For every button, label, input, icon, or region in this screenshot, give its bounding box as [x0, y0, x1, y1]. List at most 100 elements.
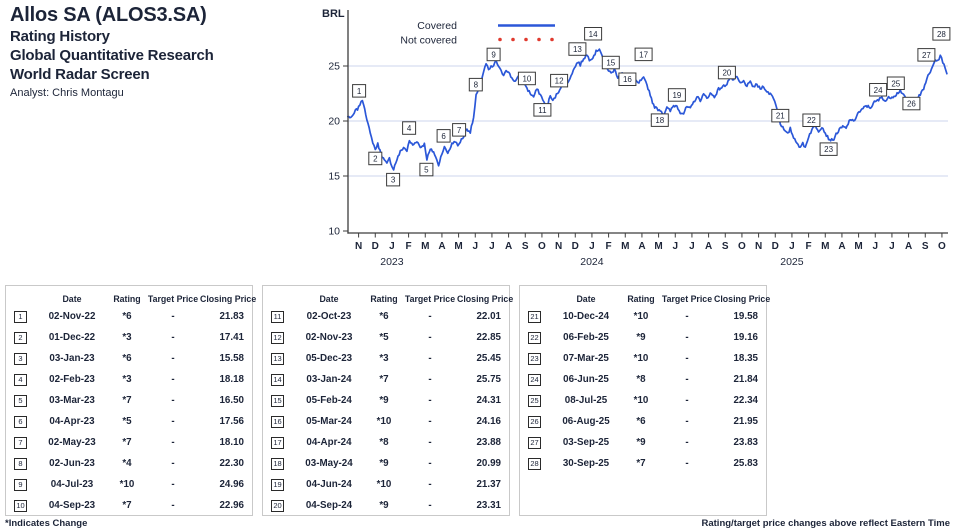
- month-label: A: [905, 241, 912, 252]
- cell-rating: *10: [376, 479, 392, 490]
- event-marker-box-13: [568, 42, 587, 56]
- cell-date: 02-Oct-23: [306, 311, 352, 322]
- event-marker-number-24: 24: [874, 86, 883, 95]
- event-marker-number-21: 21: [776, 112, 785, 121]
- event-marker-number-28: 28: [937, 30, 946, 39]
- month-label: J: [589, 241, 595, 252]
- rating-tables: Date Rating Target Price Closing Price 1 02-N…: [5, 285, 770, 516]
- event-number-box: 16: [271, 415, 284, 428]
- cell-target-price: -: [685, 416, 689, 427]
- cell-rating: *10: [119, 479, 135, 490]
- cell-target-price: -: [428, 458, 432, 469]
- event-number-box: 14: [271, 373, 284, 386]
- event-number-box: 26: [528, 415, 541, 428]
- table-row: 2 01-Dec-22 *3 - 17.41: [12, 327, 246, 348]
- event-marker-box-4: [402, 121, 417, 135]
- month-label: N: [755, 241, 762, 252]
- year-label: 2025: [780, 256, 804, 268]
- rating-table-2: Date Rating Target Price Closing Price 11 02-…: [262, 285, 513, 516]
- cell-target-price: -: [171, 458, 175, 469]
- event-marker-box-2: [368, 151, 383, 166]
- header-closing-price: Closing Price: [200, 294, 257, 304]
- header-rating: Rating: [370, 294, 398, 304]
- event-number-box: 24: [528, 373, 541, 386]
- cell-closing-price: 17.41: [219, 332, 244, 343]
- table-header-row: Date Rating Target Price Closing Price: [12, 292, 256, 306]
- cell-rating: *9: [379, 500, 389, 511]
- event-marker-box-20: [717, 65, 736, 80]
- cell-date: 04-Apr-23: [49, 416, 95, 427]
- table-row: 19 04-Jun-24 *10 - 21.37: [269, 474, 503, 495]
- event-marker-number-2: 2: [373, 155, 378, 164]
- cell-closing-price: 25.83: [733, 458, 758, 469]
- table-row: 28 30-Sep-25 *7 - 25.83: [526, 453, 760, 474]
- table-row: 13 05-Dec-23 *3 - 25.45: [269, 348, 503, 369]
- event-marker-number-7: 7: [457, 126, 462, 135]
- cell-closing-price: 20.99: [476, 458, 501, 469]
- month-label: M: [854, 241, 862, 252]
- event-marker-number-11: 11: [538, 106, 547, 115]
- legend-not-covered-dot: [550, 37, 554, 42]
- table-row: 18 03-May-24 *9 - 20.99: [269, 453, 503, 474]
- cell-rating: *5: [379, 332, 389, 343]
- event-marker-box-12: [550, 73, 569, 88]
- table-row: 17 04-Apr-24 *8 - 23.88: [269, 432, 503, 453]
- event-number-box: 21: [528, 310, 541, 323]
- cell-target-price: -: [685, 374, 689, 385]
- cell-rating: *10: [633, 353, 649, 364]
- event-marker-box-23: [819, 142, 838, 156]
- cell-closing-price: 24.31: [476, 395, 501, 406]
- event-number-box: 6: [14, 415, 27, 428]
- cell-closing-price: 23.31: [476, 500, 501, 511]
- month-label: D: [772, 241, 779, 252]
- event-marker-box-7: [452, 123, 467, 137]
- event-marker-box-14: [584, 27, 603, 41]
- header-target-price: Target Price: [404, 294, 456, 304]
- table-row: 6 04-Apr-23 *5 - 17.56: [12, 411, 246, 432]
- event-number-box: 25: [528, 394, 541, 407]
- header-date: Date: [576, 294, 596, 304]
- legend-not-covered-dot: [511, 37, 515, 42]
- cell-target-price: -: [428, 437, 432, 448]
- event-marker-box-21: [771, 108, 790, 123]
- cell-closing-price: 22.96: [219, 500, 244, 511]
- month-label: J: [889, 241, 895, 252]
- month-label: O: [938, 241, 946, 252]
- y-tick-label: 20: [328, 116, 340, 128]
- cell-date: 04-Apr-24: [306, 437, 352, 448]
- table-row: 27 03-Sep-25 *9 - 23.83: [526, 432, 760, 453]
- event-marker-box-18: [650, 113, 669, 127]
- header-target-price: Target Price: [661, 294, 713, 304]
- cell-rating: *3: [379, 353, 389, 364]
- cell-rating: *9: [379, 458, 389, 469]
- event-marker-box-26: [902, 96, 921, 111]
- cell-target-price: -: [428, 353, 432, 364]
- event-number-box: 11: [271, 310, 284, 323]
- event-marker-number-15: 15: [606, 59, 615, 68]
- event-marker-box-22: [802, 113, 821, 127]
- table-row: 4 02-Feb-23 *3 - 18.18: [12, 369, 246, 390]
- footnote-indicates-change: *Indicates Change: [5, 518, 88, 529]
- cell-date: 03-Sep-25: [562, 437, 610, 448]
- cell-closing-price: 24.16: [476, 416, 501, 427]
- event-number-box: 1: [14, 310, 27, 323]
- header-closing-price: Closing Price: [457, 294, 514, 304]
- event-marker-number-9: 9: [491, 50, 496, 59]
- table-row: 11 02-Oct-23 *6 - 22.01: [269, 306, 503, 327]
- cell-closing-price: 24.96: [219, 479, 244, 490]
- month-label: A: [838, 241, 845, 252]
- month-label: F: [606, 241, 612, 252]
- event-marker-number-1: 1: [357, 87, 362, 96]
- report-header: Allos SA (ALOS3.SA) Rating History Globa…: [10, 4, 214, 99]
- cell-rating: *6: [636, 416, 646, 427]
- event-marker-number-23: 23: [824, 145, 833, 154]
- month-label: M: [621, 241, 629, 252]
- event-marker-box-9: [486, 47, 501, 62]
- cell-rating: *7: [122, 395, 132, 406]
- event-marker-box-27: [917, 48, 936, 62]
- cell-rating: *7: [122, 437, 132, 448]
- header-date: Date: [319, 294, 339, 304]
- event-number-box: 12: [271, 331, 284, 344]
- event-marker-number-19: 19: [672, 91, 681, 100]
